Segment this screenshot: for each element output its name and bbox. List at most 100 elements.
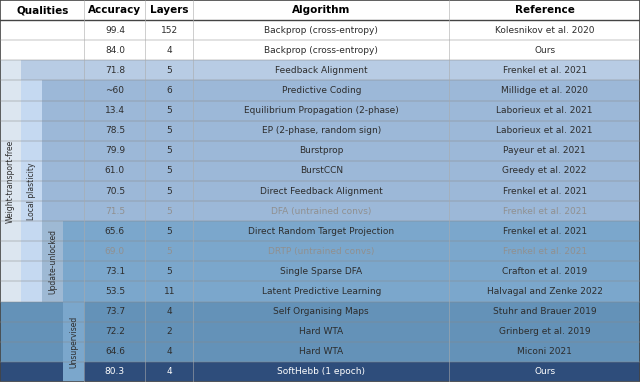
- Text: 71.8: 71.8: [105, 66, 125, 75]
- Text: Feedback Alignment: Feedback Alignment: [275, 66, 367, 75]
- Text: 5: 5: [166, 106, 172, 115]
- Text: 70.5: 70.5: [105, 186, 125, 196]
- Bar: [0, 141, 640, 161]
- Text: Accuracy: Accuracy: [88, 5, 141, 15]
- Text: EP (2-phase, random sign): EP (2-phase, random sign): [262, 126, 381, 135]
- Text: 5: 5: [166, 227, 172, 236]
- Text: Hard WTA: Hard WTA: [300, 347, 343, 356]
- Text: Predictive Coding: Predictive Coding: [282, 86, 361, 95]
- Bar: [0, 0, 640, 20]
- Text: 5: 5: [166, 126, 172, 135]
- Bar: [0, 301, 640, 322]
- Text: Halvagal and Zenke 2022: Halvagal and Zenke 2022: [486, 287, 603, 296]
- Text: Qualities: Qualities: [16, 5, 68, 15]
- Text: Frenkel et al. 2021: Frenkel et al. 2021: [502, 227, 587, 236]
- Text: 72.2: 72.2: [105, 327, 125, 336]
- Bar: [42, 221, 63, 301]
- Bar: [0, 81, 640, 100]
- Text: Direct Feedback Alignment: Direct Feedback Alignment: [260, 186, 383, 196]
- Text: Burstprop: Burstprop: [299, 146, 344, 155]
- Text: 99.4: 99.4: [105, 26, 125, 35]
- Bar: [0, 282, 640, 301]
- Text: 5: 5: [166, 167, 172, 175]
- Text: SoftHebb (1 epoch): SoftHebb (1 epoch): [277, 367, 365, 376]
- Text: 2: 2: [166, 327, 172, 336]
- Bar: [0, 221, 640, 241]
- Bar: [21, 81, 42, 301]
- Text: Ours: Ours: [534, 367, 556, 376]
- Text: 61.0: 61.0: [105, 167, 125, 175]
- Text: Miconi 2021: Miconi 2021: [517, 347, 572, 356]
- Text: Update-unlocked: Update-unlocked: [48, 229, 58, 294]
- Bar: [0, 342, 640, 362]
- Text: 84.0: 84.0: [105, 46, 125, 55]
- Text: Frenkel et al. 2021: Frenkel et al. 2021: [502, 247, 587, 256]
- Bar: [0, 100, 640, 121]
- Text: Algorithm: Algorithm: [292, 5, 351, 15]
- Text: DFA (untrained convs): DFA (untrained convs): [271, 207, 371, 215]
- Text: Crafton et al. 2019: Crafton et al. 2019: [502, 267, 588, 276]
- Text: Local plasticity: Local plasticity: [27, 162, 36, 220]
- Text: 64.6: 64.6: [105, 347, 125, 356]
- Text: 65.6: 65.6: [105, 227, 125, 236]
- Bar: [0, 261, 640, 282]
- Text: Ours: Ours: [534, 46, 556, 55]
- Text: 5: 5: [166, 247, 172, 256]
- Text: 79.9: 79.9: [105, 146, 125, 155]
- Text: 6: 6: [166, 86, 172, 95]
- Bar: [0, 121, 640, 141]
- Bar: [0, 60, 640, 81]
- Bar: [0, 181, 640, 201]
- Text: 152: 152: [161, 26, 178, 35]
- Text: Latent Predictive Learning: Latent Predictive Learning: [262, 287, 381, 296]
- Text: Payeur et al. 2021: Payeur et al. 2021: [503, 146, 586, 155]
- Text: Frenkel et al. 2021: Frenkel et al. 2021: [502, 207, 587, 215]
- Text: Greedy et al. 2022: Greedy et al. 2022: [502, 167, 587, 175]
- Text: Layers: Layers: [150, 5, 189, 15]
- Text: 5: 5: [166, 146, 172, 155]
- Bar: [0, 322, 640, 342]
- Text: Backprop (cross-entropy): Backprop (cross-entropy): [264, 46, 378, 55]
- Text: 13.4: 13.4: [105, 106, 125, 115]
- Text: Reference: Reference: [515, 5, 575, 15]
- Bar: [0, 362, 640, 382]
- Text: Kolesnikov et al. 2020: Kolesnikov et al. 2020: [495, 26, 595, 35]
- Text: Laborieux et al. 2021: Laborieux et al. 2021: [497, 126, 593, 135]
- Bar: [63, 301, 84, 382]
- Text: 71.5: 71.5: [105, 207, 125, 215]
- Text: 5: 5: [166, 267, 172, 276]
- Text: 78.5: 78.5: [105, 126, 125, 135]
- Text: Frenkel et al. 2021: Frenkel et al. 2021: [502, 186, 587, 196]
- Text: Equilibrium Propagation (2-phase): Equilibrium Propagation (2-phase): [244, 106, 399, 115]
- Bar: [0, 60, 21, 301]
- Text: BurstCCN: BurstCCN: [300, 167, 343, 175]
- Text: ~60: ~60: [106, 86, 124, 95]
- Text: Single Sparse DFA: Single Sparse DFA: [280, 267, 362, 276]
- Text: 69.0: 69.0: [105, 247, 125, 256]
- Text: 80.3: 80.3: [105, 367, 125, 376]
- Bar: [0, 20, 640, 40]
- Bar: [0, 241, 640, 261]
- Text: Stuhr and Brauer 2019: Stuhr and Brauer 2019: [493, 307, 596, 316]
- Text: Weight-transport-free: Weight-transport-free: [6, 139, 15, 223]
- Bar: [0, 161, 640, 181]
- Text: DRTP (untrained convs): DRTP (untrained convs): [268, 247, 374, 256]
- Text: 5: 5: [166, 66, 172, 75]
- Text: Hard WTA: Hard WTA: [300, 327, 343, 336]
- Text: 73.7: 73.7: [105, 307, 125, 316]
- Text: 4: 4: [166, 347, 172, 356]
- Text: 53.5: 53.5: [105, 287, 125, 296]
- Text: Backprop (cross-entropy): Backprop (cross-entropy): [264, 26, 378, 35]
- Text: Millidge et al. 2020: Millidge et al. 2020: [501, 86, 588, 95]
- Text: 5: 5: [166, 186, 172, 196]
- Text: Laborieux et al. 2021: Laborieux et al. 2021: [497, 106, 593, 115]
- Text: Unsupervised: Unsupervised: [69, 316, 79, 368]
- Text: Grinberg et al. 2019: Grinberg et al. 2019: [499, 327, 591, 336]
- Text: 4: 4: [166, 46, 172, 55]
- Bar: [0, 201, 640, 221]
- Text: 4: 4: [166, 367, 172, 376]
- Bar: [0, 40, 640, 60]
- Text: 73.1: 73.1: [105, 267, 125, 276]
- Text: 4: 4: [166, 307, 172, 316]
- Text: Self Organising Maps: Self Organising Maps: [273, 307, 369, 316]
